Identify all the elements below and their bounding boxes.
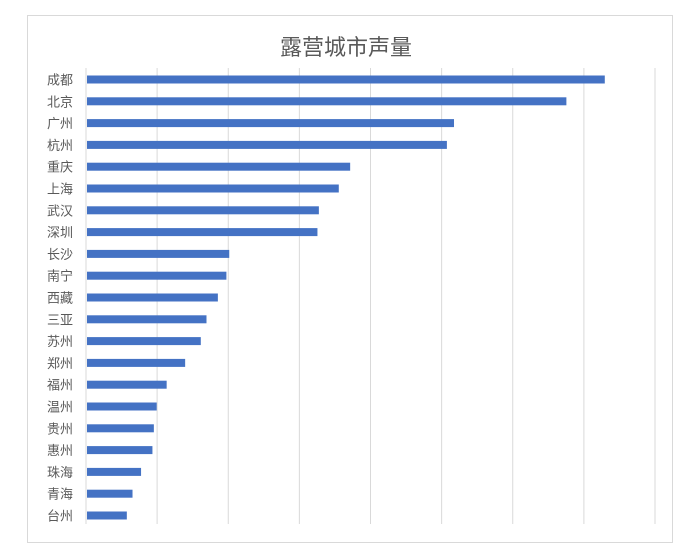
category-label: 台州: [47, 510, 73, 525]
bar: [87, 162, 351, 171]
category-label: 贵州: [47, 422, 73, 437]
bar: [87, 402, 157, 411]
category-label: 珠海: [47, 466, 73, 481]
bar: [87, 489, 133, 498]
category-label: 三亚: [47, 313, 73, 328]
category-label: 广州: [47, 117, 73, 132]
bar: [87, 315, 207, 324]
category-label: 温州: [47, 401, 73, 416]
bar: [87, 467, 142, 476]
bar: [87, 446, 153, 455]
bar: [87, 511, 127, 520]
category-label: 重庆: [47, 160, 73, 176]
bar: [87, 358, 186, 367]
category-label: 武汉: [47, 204, 73, 219]
bar: [87, 140, 447, 149]
category-label: 上海: [47, 183, 73, 198]
bar: [87, 228, 318, 237]
category-label: 深圳: [47, 226, 73, 241]
category-label: 惠州: [47, 444, 73, 459]
bar: [87, 337, 201, 346]
bar: [87, 206, 319, 215]
bar: [87, 271, 227, 280]
bar: [87, 119, 455, 128]
category-label: 北京: [47, 95, 73, 110]
category-label: 西藏: [47, 292, 73, 307]
category-label: 苏州: [47, 334, 73, 350]
bar: [87, 75, 605, 84]
bar: [87, 97, 567, 106]
category-label: 杭州: [47, 139, 73, 154]
bar: [87, 184, 339, 193]
bar: [87, 249, 230, 258]
category-label: 福州: [47, 379, 73, 394]
bar: [87, 424, 154, 433]
category-label: 郑州: [47, 357, 73, 372]
category-label: 南宁: [47, 269, 73, 285]
category-label: 长沙: [47, 248, 73, 263]
category-label: 青海: [47, 488, 73, 503]
chart-title: 露营城市声量: [279, 36, 412, 61]
bar: [87, 380, 167, 389]
bar: [87, 293, 218, 302]
category-label: 成都: [47, 74, 73, 89]
